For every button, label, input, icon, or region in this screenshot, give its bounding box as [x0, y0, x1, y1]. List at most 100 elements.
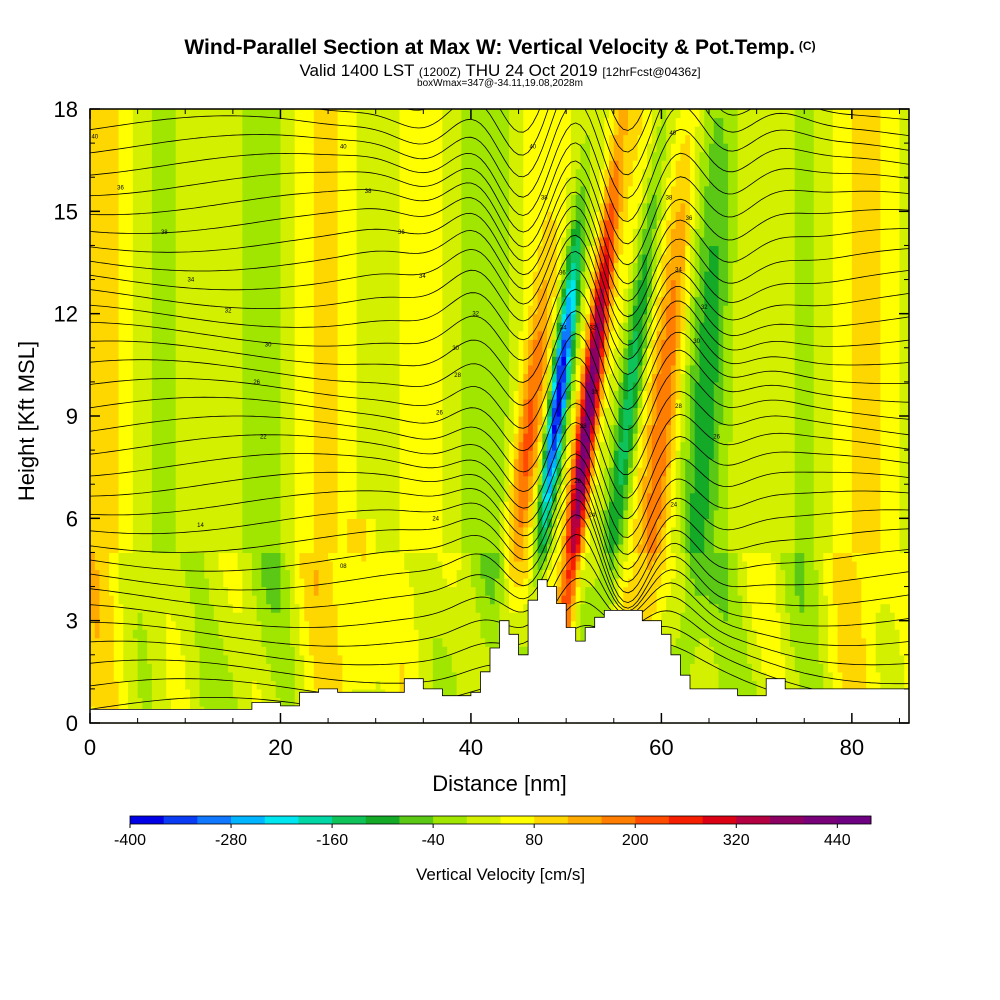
velocity-cell: [242, 330, 248, 340]
velocity-cell: [299, 467, 305, 477]
velocity-cell: [199, 330, 205, 340]
velocity-cell: [199, 398, 205, 409]
velocity-cell: [118, 637, 124, 647]
velocity-cell: [337, 501, 343, 511]
velocity-cell: [137, 390, 143, 400]
velocity-cell: [347, 560, 353, 571]
velocity-cell: [251, 253, 258, 264]
velocity-cell: [113, 535, 120, 545]
velocity-cell: [309, 236, 315, 247]
velocity-cell: [347, 347, 353, 357]
velocity-cell: [185, 654, 191, 664]
velocity-cell: [261, 151, 267, 161]
velocity-cell: [323, 177, 329, 187]
velocity-cell: [332, 526, 339, 536]
velocity-cell: [242, 236, 248, 247]
velocity-cell: [313, 151, 320, 161]
velocity-cell: [242, 322, 248, 332]
velocity-cell: [142, 236, 148, 247]
velocity-cell: [266, 177, 272, 187]
velocity-cell: [228, 535, 234, 545]
velocity-cell: [418, 663, 424, 673]
velocity-cell: [380, 671, 386, 681]
velocity-cell: [151, 151, 158, 161]
velocity-cell: [166, 492, 172, 502]
velocity-cell: [385, 271, 391, 281]
velocity-cell: [294, 629, 301, 639]
velocity-cell: [323, 424, 329, 434]
velocity-cell: [228, 424, 234, 434]
velocity-cell: [161, 347, 167, 357]
velocity-cell: [285, 151, 291, 161]
velocity-cell: [189, 501, 196, 511]
velocity-cell: [137, 262, 143, 272]
velocity-cell: [232, 279, 239, 289]
velocity-cell: [270, 364, 277, 374]
velocity-cell: [351, 509, 358, 519]
velocity-cell: [389, 339, 396, 349]
velocity-cell: [289, 109, 296, 119]
velocity-cell: [228, 560, 234, 571]
velocity-cell: [132, 526, 139, 536]
velocity-cell: [142, 288, 148, 298]
velocity-cell: [251, 578, 258, 588]
velocity-cell: [285, 543, 291, 554]
velocity-cell: [251, 680, 258, 690]
velocity-cell: [380, 356, 386, 366]
velocity-cell: [123, 339, 129, 349]
velocity-cell: [209, 262, 215, 272]
velocity-cell: [413, 117, 420, 127]
velocity-cell: [332, 671, 339, 681]
velocity-cell: [285, 339, 291, 349]
velocity-cell: [323, 560, 329, 571]
velocity-cell: [147, 364, 153, 374]
velocity-cell: [94, 595, 101, 605]
velocity-cell: [94, 560, 101, 571]
velocity-cell: [166, 688, 172, 699]
velocity-cell: [247, 126, 253, 136]
velocity-cell: [113, 543, 120, 554]
velocity-cell: [132, 330, 139, 340]
velocity-cell: [270, 185, 277, 195]
velocity-cell: [361, 612, 367, 622]
velocity-cell: [180, 262, 186, 272]
velocity-cell: [285, 134, 291, 144]
velocity-cell: [328, 586, 334, 596]
velocity-cell: [94, 322, 101, 332]
velocity-cell: [275, 390, 282, 400]
velocity-cell: [189, 671, 196, 681]
velocity-cell: [166, 194, 172, 204]
velocity-cell: [185, 330, 191, 340]
velocity-cell: [94, 143, 101, 153]
velocity-cell: [156, 629, 163, 639]
velocity-cell: [285, 680, 291, 690]
velocity-cell: [209, 458, 215, 468]
velocity-cell: [261, 126, 267, 136]
velocity-cell: [180, 407, 186, 417]
velocity-cell: [251, 526, 258, 536]
velocity-cell: [380, 185, 386, 195]
velocity-cell: [289, 416, 296, 426]
velocity-cell: [285, 160, 291, 170]
velocity-cell: [313, 245, 320, 255]
velocity-cell: [256, 578, 263, 588]
velocity-cell: [323, 680, 329, 690]
velocity-cell: [209, 356, 215, 366]
velocity-cell: [204, 296, 210, 306]
velocity-cell: [223, 595, 229, 605]
velocity-cell: [189, 228, 196, 238]
velocity-cell: [90, 407, 96, 417]
velocity-cell: [128, 620, 134, 630]
velocity-cell: [375, 560, 382, 571]
velocity-cell: [356, 526, 363, 536]
velocity-cell: [394, 603, 401, 613]
velocity-cell: [232, 671, 239, 681]
velocity-cell: [275, 629, 282, 639]
velocity-cell: [123, 543, 129, 554]
velocity-cell: [223, 262, 229, 272]
velocity-cell: [123, 526, 129, 536]
velocity-cell: [99, 484, 105, 494]
velocity-cell: [270, 560, 277, 571]
velocity-cell: [118, 194, 124, 204]
velocity-cell: [170, 620, 177, 630]
